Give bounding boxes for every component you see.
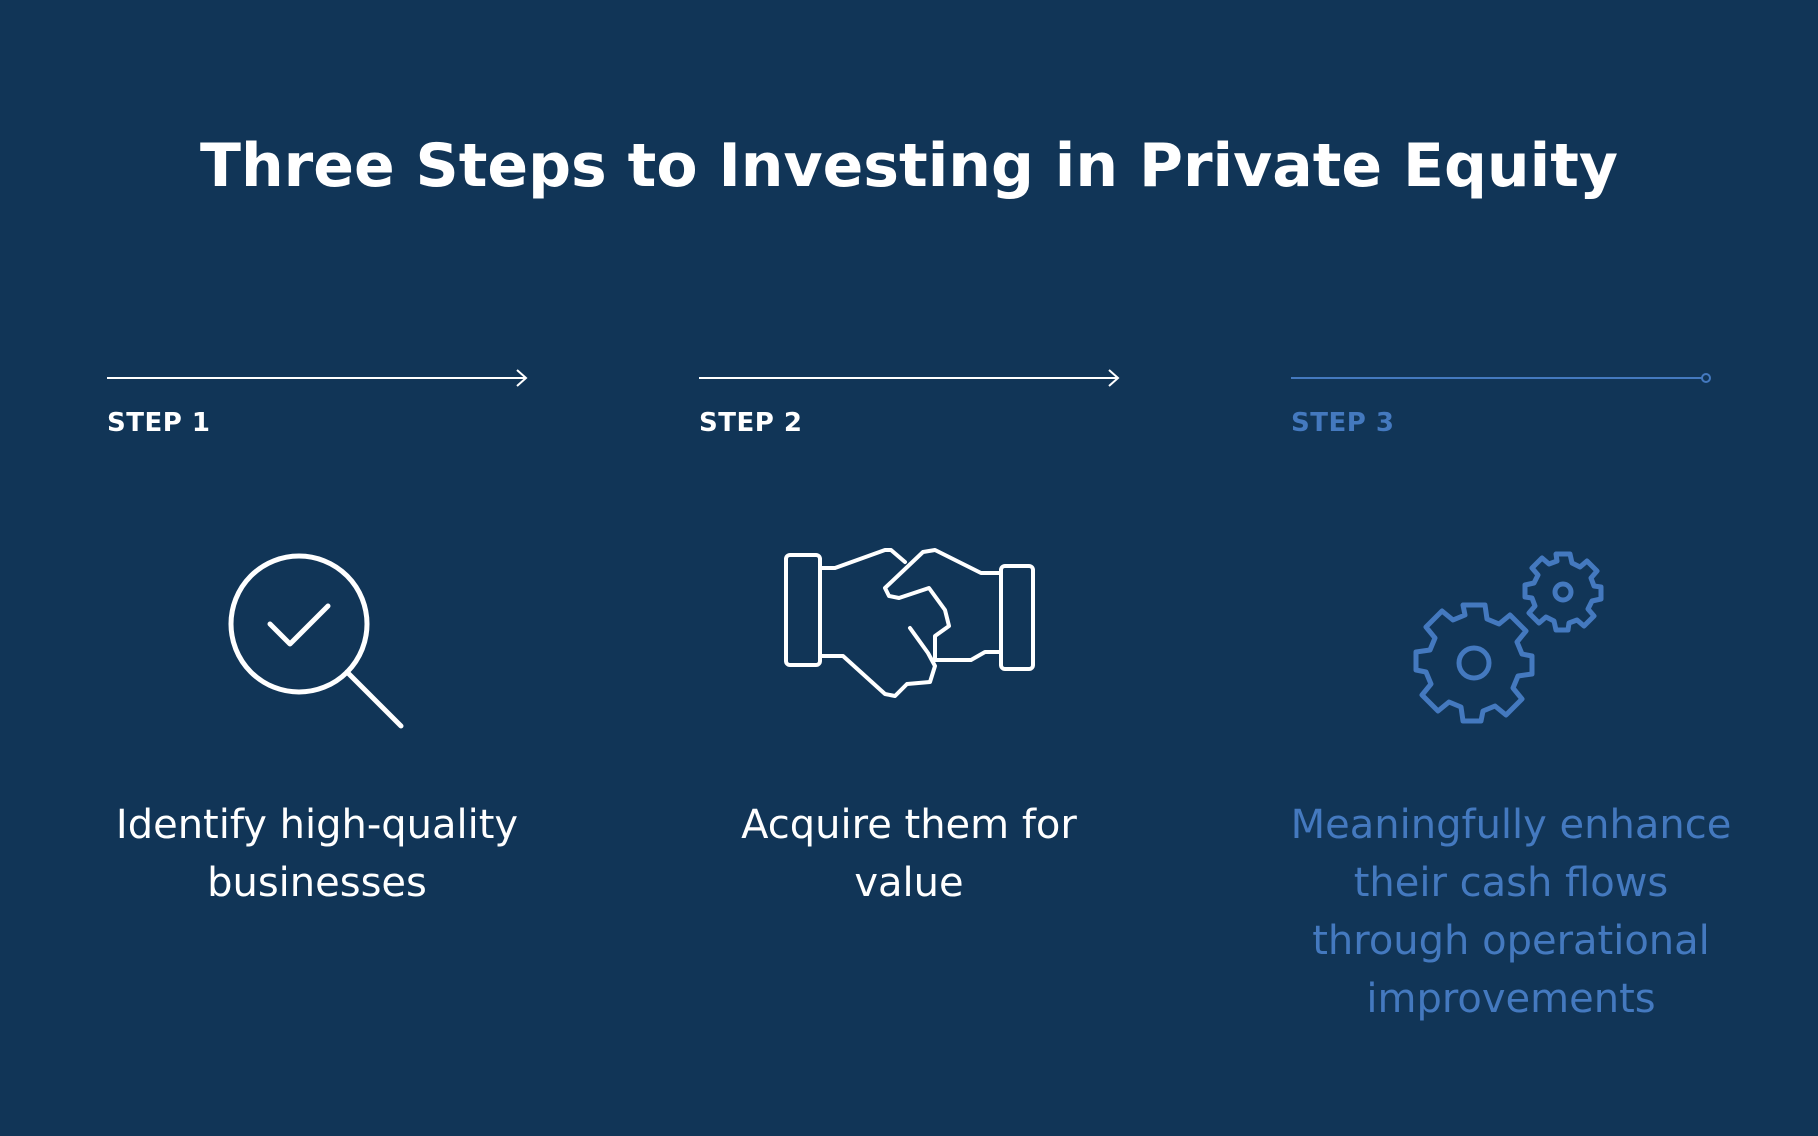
step-3-connector <box>1291 373 1711 383</box>
step-3-description: Meaningfully enhance their cash flows th… <box>1281 796 1741 1028</box>
step-2-arrow <box>699 369 1120 387</box>
step-1-description: Identify high-quality businesses <box>107 796 527 912</box>
step-1: STEP 1 Identify high-quality businesses <box>107 360 587 1060</box>
step-3-description-line-2: their cash flows <box>1353 860 1669 906</box>
step-3-description-line-1: Meaningfully enhance <box>1290 802 1732 848</box>
step-1-arrow <box>107 369 528 387</box>
step-3: STEP 3 Meaningfully enhance their cash f… <box>1291 360 1771 1060</box>
magnifier-check-icon <box>228 553 404 729</box>
step-1-description-line-2: businesses <box>207 860 427 906</box>
step-2-description: Acquire them for value <box>699 796 1119 912</box>
step-2-description-line-1: Acquire them for value <box>741 802 1077 906</box>
gears-icon <box>1413 551 1604 724</box>
handshake-icon <box>784 548 1035 698</box>
step-2-label: STEP 2 <box>699 408 803 438</box>
step-3-description-line-4: improvements <box>1366 976 1656 1022</box>
step-1-label: STEP 1 <box>107 408 211 438</box>
step-1-description-line-1: Identify high-quality <box>115 802 519 848</box>
step-2: STEP 2 Acquire them for value <box>699 360 1179 1060</box>
diagram-title: Three Steps to Investing in Private Equi… <box>200 131 1618 201</box>
step-3-description-line-3: through operational <box>1312 918 1710 964</box>
step-3-label: STEP 3 <box>1291 408 1395 438</box>
